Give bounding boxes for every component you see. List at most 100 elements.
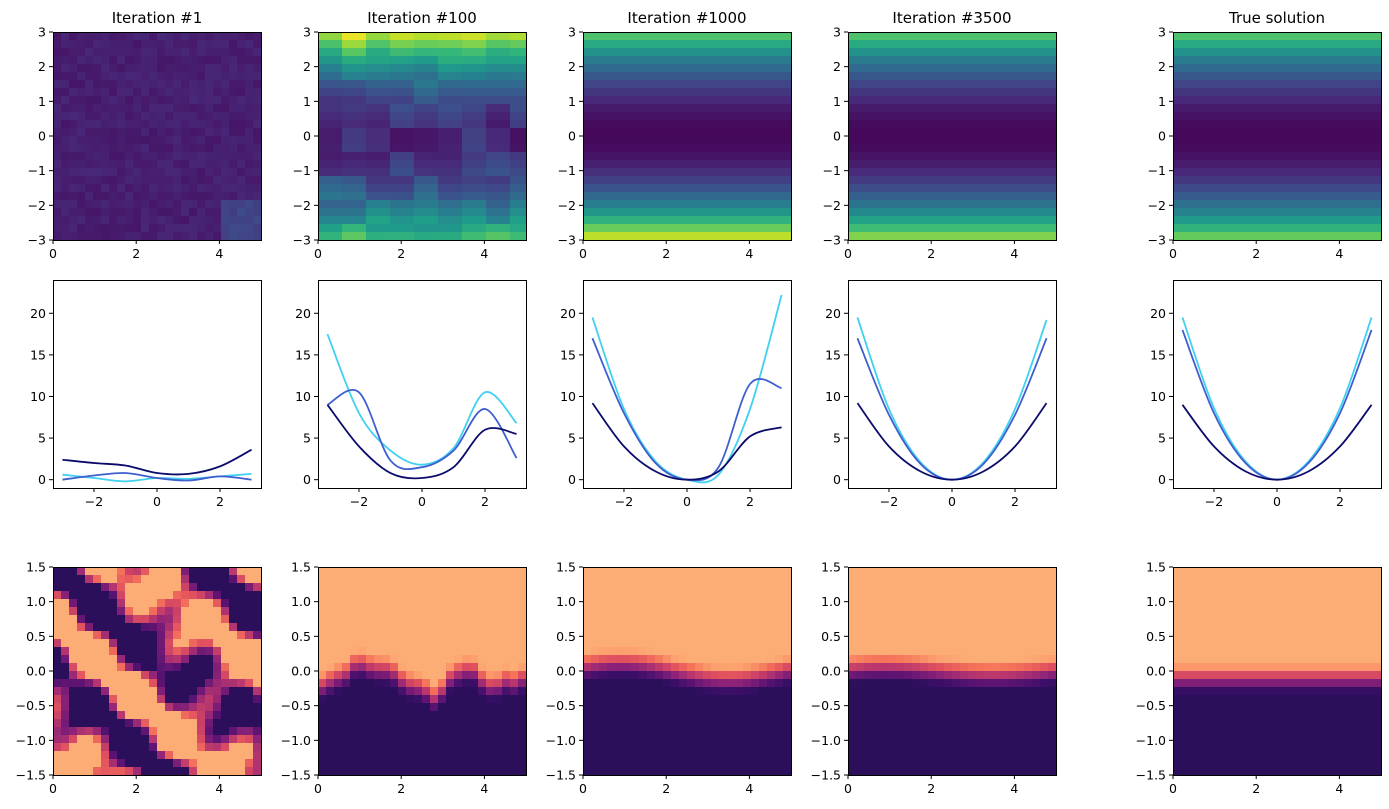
heatmap-cell (478, 144, 487, 153)
heatmap-cell (767, 32, 776, 41)
heatmap-cell (976, 72, 985, 81)
heatmap-cell (125, 711, 134, 720)
heatmap-cell (751, 160, 760, 169)
heatmap-cell (1213, 56, 1222, 65)
heatmap-cell (93, 663, 102, 672)
heatmap-cell (864, 112, 873, 121)
heatmap-cell (438, 703, 447, 712)
heatmap-cell (189, 184, 198, 193)
heatmap-cell (125, 216, 134, 225)
heatmap-cell (326, 591, 335, 600)
heatmap-cell (430, 48, 439, 57)
heatmap-cell (318, 607, 327, 616)
heatmap-cell (462, 751, 471, 760)
heatmap-cell (205, 687, 214, 696)
heatmap-cell (1237, 232, 1246, 241)
heatmap-cell (382, 607, 391, 616)
heatmap-cell (591, 32, 600, 41)
heatmap-cell (117, 176, 126, 185)
heatmap-cell (326, 144, 335, 153)
heatmap-cell (896, 56, 905, 65)
heatmap-cell (872, 32, 881, 41)
heatmap-cell (133, 751, 142, 760)
heatmap-cell (984, 104, 993, 113)
heatmap-cell (1349, 120, 1358, 129)
heatmap-cell (1040, 184, 1049, 193)
heatmap-cell (775, 232, 784, 241)
heatmap-cell (872, 168, 881, 177)
heatmap-cell (695, 32, 704, 41)
heatmap-cell (189, 160, 198, 169)
heatmap-cell (1016, 208, 1025, 217)
heatmap-cell (1325, 176, 1334, 185)
heatmap-cell (165, 216, 174, 225)
heatmap-cell (1333, 168, 1342, 177)
heatmap-cell (928, 144, 937, 153)
heatmap-cell (623, 144, 632, 153)
heatmap-cell (101, 56, 110, 65)
heatmap-cell (181, 655, 190, 664)
heatmap-cell (85, 208, 94, 217)
heatmap-cell (189, 751, 198, 760)
heatmap-cell (462, 759, 471, 768)
heatmap-cell (77, 96, 86, 105)
heatmap-cell (229, 743, 238, 752)
heatmap-cell (133, 216, 142, 225)
heatmap-cell (350, 631, 359, 640)
heatmap-cell (510, 623, 519, 632)
heatmap-cell (599, 136, 608, 145)
heatmap-cell (93, 40, 102, 49)
heatmap-cell (631, 120, 640, 129)
heatmap-cell (173, 591, 182, 600)
heatmap-cell (77, 743, 86, 752)
heatmap-cell (109, 727, 118, 736)
heatmap-cell (486, 40, 495, 49)
heatmap-cell (1008, 48, 1017, 57)
heatmap-cell (205, 575, 214, 584)
heatmap-cell (326, 687, 335, 696)
heatmap-cell (928, 56, 937, 65)
heatmap-cell (446, 40, 455, 49)
heatmap-cell (1245, 120, 1254, 129)
heatmap-cell (486, 727, 495, 736)
heatmap-cell (213, 735, 222, 744)
heatmap-cell (872, 80, 881, 89)
line-plot-2 (326, 333, 518, 480)
heatmap-cell (173, 695, 182, 704)
heatmap-cell (719, 136, 728, 145)
heatmap-cell (510, 128, 519, 137)
heatmap-cell (968, 200, 977, 209)
heatmap-cell (687, 184, 696, 193)
heatmap-cell (518, 160, 527, 169)
heatmap-cell (494, 48, 503, 57)
line-plot-5 (1181, 317, 1373, 481)
heatmap-cell (253, 152, 262, 161)
heatmap-cell (591, 56, 600, 65)
heatmap-cell (1221, 72, 1230, 81)
heatmap-cell (1221, 104, 1230, 113)
heatmap-cell (101, 40, 110, 49)
heatmap-cell (1024, 104, 1033, 113)
heatmap-cell (157, 671, 166, 680)
heatmap-cell (478, 719, 487, 728)
heatmap-cell (1032, 168, 1041, 177)
heatmap-cell (936, 72, 945, 81)
heatmap-cell (117, 583, 126, 592)
heatmap-cell (1285, 120, 1294, 129)
heatmap-cell (1016, 216, 1025, 225)
heatmap-cell (1016, 88, 1025, 97)
heatmap-cell (438, 144, 447, 153)
heatmap-cell (205, 168, 214, 177)
heatmap-cell (687, 128, 696, 137)
heatmap-cell (398, 623, 407, 632)
heatmap-cell (486, 80, 495, 89)
heatmap-cell (117, 599, 126, 608)
heatmap-cell (454, 719, 463, 728)
heatmap-cell (711, 128, 720, 137)
heatmap-cell (1261, 232, 1270, 241)
heatmap-cell (197, 719, 206, 728)
heatmap-cell (414, 48, 423, 57)
heatmap-cell (165, 599, 174, 608)
heatmap-cell (1173, 216, 1182, 225)
heatmap-cell (1245, 216, 1254, 225)
